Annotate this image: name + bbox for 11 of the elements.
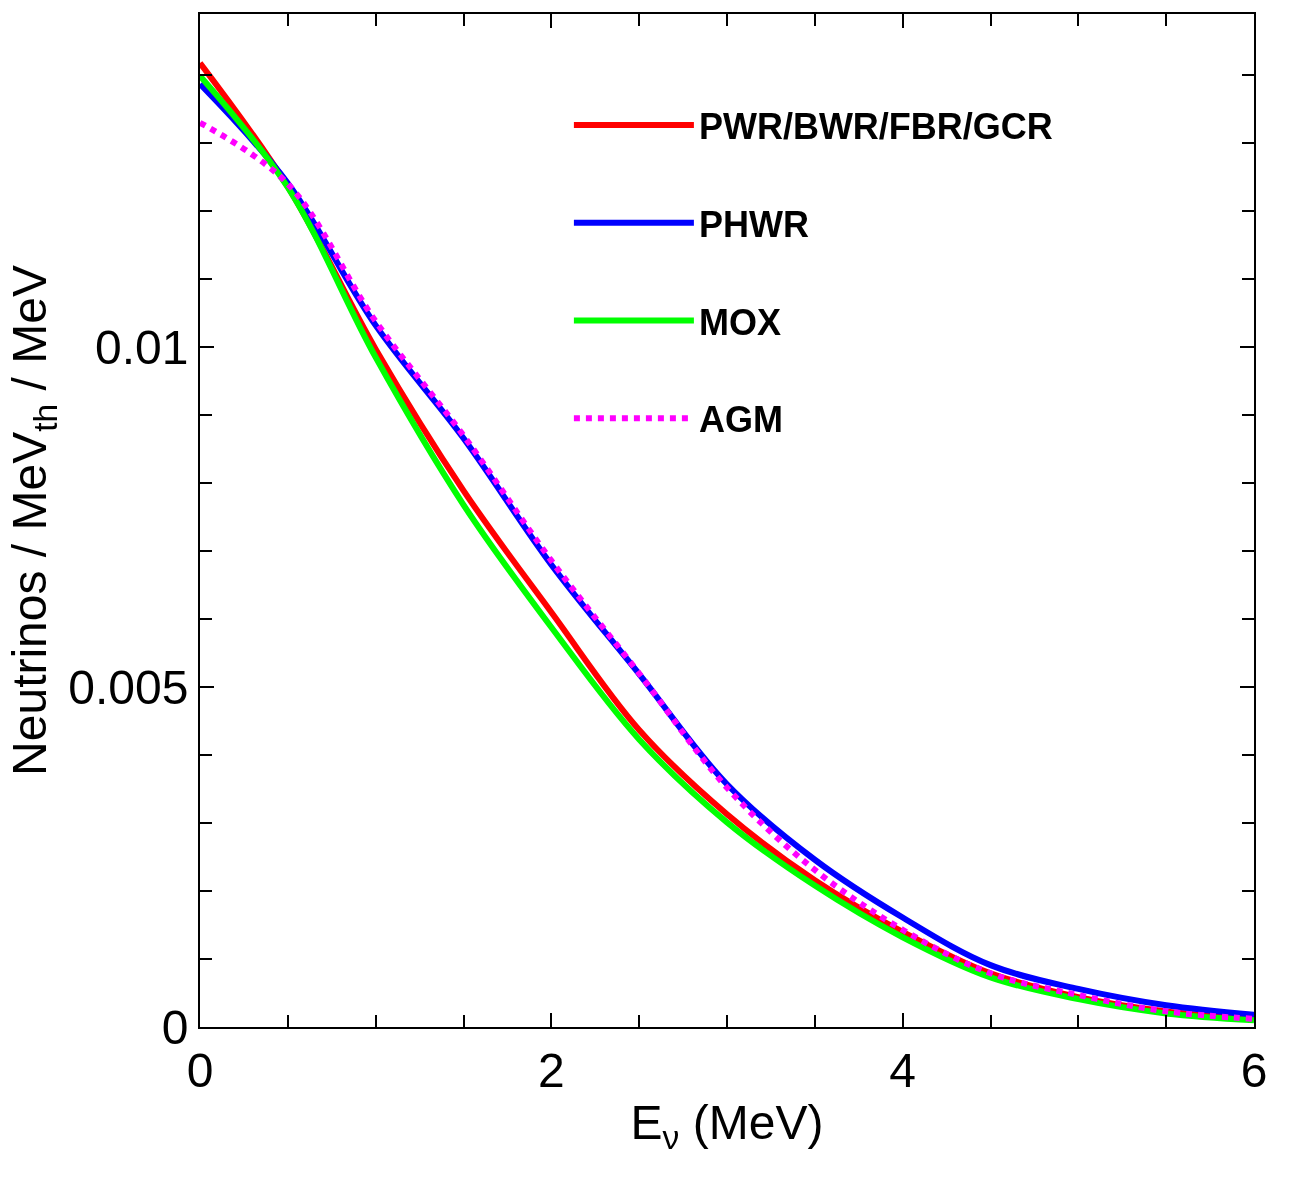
legend-label: MOX [698, 301, 781, 343]
legend-label: PHWR [698, 203, 809, 245]
y-tick-label: 0.005 [68, 660, 189, 714]
x-tick-label: 2 [537, 1043, 565, 1097]
y-tick-label: 0.01 [94, 320, 189, 374]
x-axis-title: E$_{ν}$ (MeV) [630, 1096, 824, 1157]
y-tick-label: 0 [161, 1000, 189, 1054]
x-tick-label: 4 [889, 1043, 917, 1097]
legend-label: PWR/BWR/FBR/GCR [698, 105, 1053, 147]
legend-label: AGM [698, 399, 783, 441]
x-tick-label: 6 [1240, 1043, 1268, 1097]
